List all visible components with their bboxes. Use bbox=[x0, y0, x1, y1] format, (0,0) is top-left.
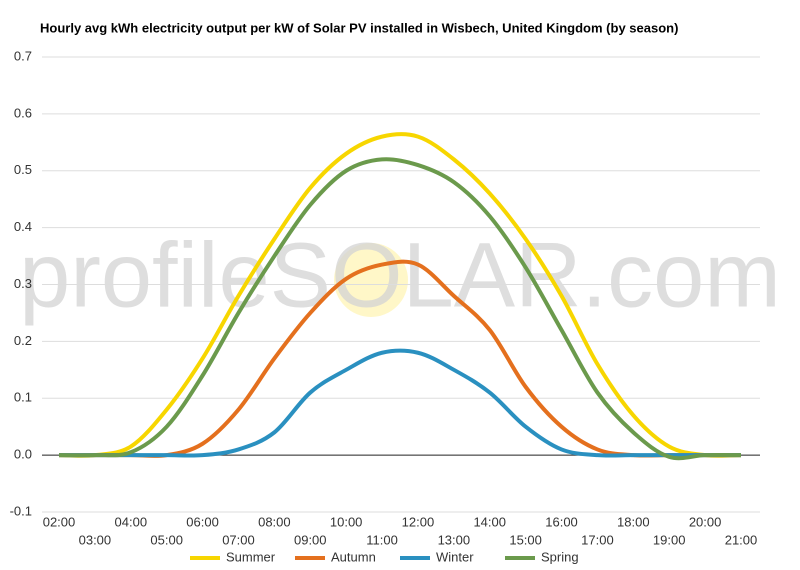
series-line bbox=[58, 157, 742, 461]
x-tick-label: 07:00 bbox=[222, 532, 255, 547]
y-tick-label: 0.6 bbox=[14, 105, 32, 120]
x-tick-label: 16:00 bbox=[545, 514, 578, 529]
y-tick-label: 0.2 bbox=[14, 333, 32, 348]
y-tick-label: 0.7 bbox=[14, 48, 32, 63]
watermark: profileSOLAR.com bbox=[19, 224, 781, 326]
x-tick-label: 12:00 bbox=[402, 514, 435, 529]
x-tick-label: 14:00 bbox=[473, 514, 506, 529]
x-tick-label: 11:00 bbox=[366, 532, 398, 547]
series-line bbox=[59, 348, 741, 458]
y-tick-label: 0.3 bbox=[14, 276, 32, 291]
x-tick-label: 15:00 bbox=[509, 532, 542, 547]
chart-title: Hourly avg kWh electricity output per kW… bbox=[40, 20, 678, 35]
legend-label: Winter bbox=[436, 549, 474, 564]
y-tick-label: -0.1 bbox=[10, 503, 32, 518]
x-tick-label: 06:00 bbox=[186, 514, 219, 529]
x-tick-label: 17:00 bbox=[581, 532, 614, 547]
x-tick-label: 02:00 bbox=[43, 514, 76, 529]
x-tick-label: 19:00 bbox=[653, 532, 686, 547]
x-tick-label: 04:00 bbox=[115, 514, 148, 529]
x-tick-label: 13:00 bbox=[438, 532, 471, 547]
x-tick-label: 21:00 bbox=[725, 532, 758, 547]
y-tick-label: 0.0 bbox=[14, 447, 32, 462]
x-tick-label: 05:00 bbox=[150, 532, 183, 547]
y-tick-label: 0.4 bbox=[14, 219, 32, 234]
y-tick-label: 0.1 bbox=[14, 390, 32, 405]
legend-label: Autumn bbox=[331, 549, 376, 564]
x-tick-label: 20:00 bbox=[689, 514, 722, 529]
x-tick-label: 08:00 bbox=[258, 514, 291, 529]
series-line bbox=[58, 132, 742, 458]
legend-label: Summer bbox=[226, 549, 276, 564]
legend-label: Spring bbox=[541, 549, 579, 564]
y-tick-label: 0.5 bbox=[14, 162, 32, 177]
x-tick-label: 10:00 bbox=[330, 514, 363, 529]
x-tick-label: 09:00 bbox=[294, 532, 327, 547]
x-tick-label: 03:00 bbox=[79, 532, 112, 547]
x-tick-label: 18:00 bbox=[617, 514, 650, 529]
